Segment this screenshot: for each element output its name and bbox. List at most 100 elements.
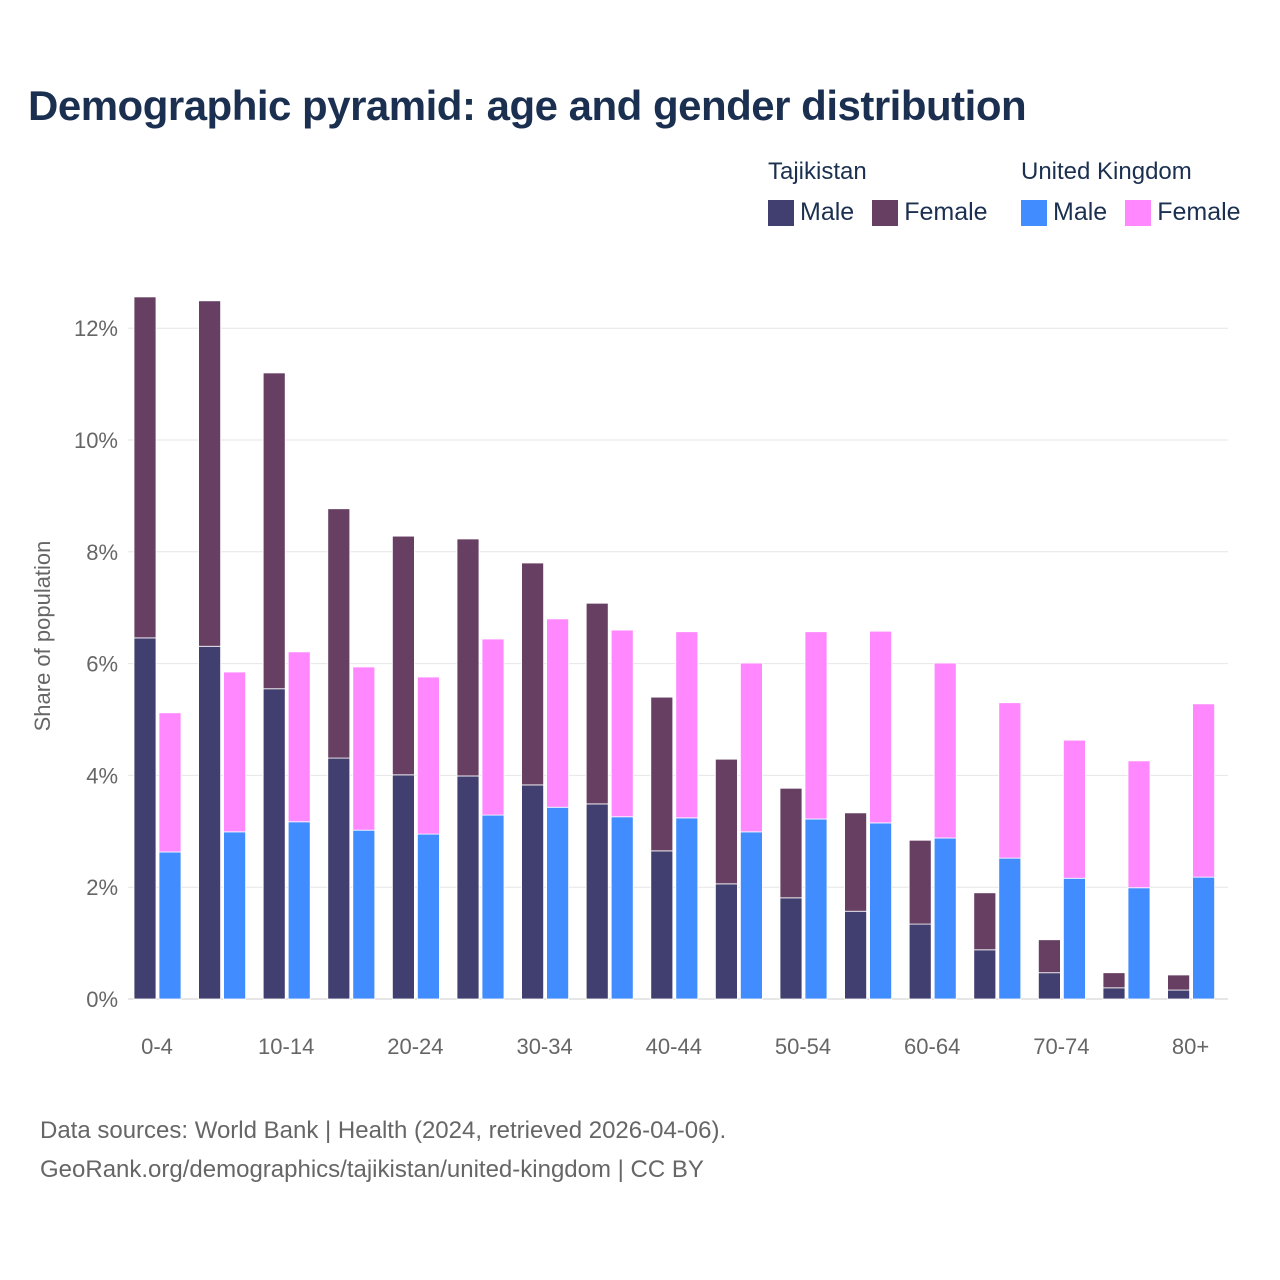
legend-swatch [1125,199,1152,226]
bar-tajikistan-female-55-59[interactable] [844,812,867,912]
bar-tajikistan-female-70-74[interactable] [1038,939,1061,974]
bar-tajikistan-female-75-79[interactable] [1102,972,1126,989]
bar-united-kingdom-female-25-29[interactable] [481,638,505,816]
bar-tajikistan-female-10-14[interactable] [262,372,286,690]
bar-united-kingdom-female-20-24[interactable] [416,676,440,835]
bar-united-kingdom-male-20-24[interactable] [416,833,440,1000]
legend-title: Tajikistan [768,158,867,185]
bar-tajikistan-male-15-19[interactable] [327,757,351,1000]
bar-united-kingdom-male-80+[interactable] [1192,876,1215,1000]
bar-united-kingdom-male-5-9[interactable] [223,831,247,1000]
y-tick-label: 2% [86,875,118,900]
legend-label: Male [800,198,855,226]
bar-tajikistan-male-55-59[interactable] [844,910,867,1000]
y-tick-label: 12% [74,316,118,341]
bar-tajikistan-female-60-64[interactable] [908,839,932,925]
bar-tajikistan-male-80+[interactable] [1167,989,1190,1000]
bar-tajikistan-female-25-29[interactable] [456,538,480,777]
bar-tajikistan-male-65-69[interactable] [973,949,997,1000]
bar-tajikistan-male-30-34[interactable] [521,784,544,1000]
bar-tajikistan-male-10-14[interactable] [262,688,286,1000]
footer-link[interactable]: GeoRank.org/demographics/tajikistan/unit… [40,1156,704,1183]
legend-item-tajikistan-male[interactable]: Male [768,198,854,227]
bar-united-kingdom-male-10-14[interactable] [287,821,311,1000]
legend-title: United Kingdom [1021,158,1192,185]
x-tick-label: 50-54 [775,1034,831,1059]
bar-tajikistan-male-20-24[interactable] [391,774,415,1000]
bar-tajikistan-male-50-54[interactable] [779,897,803,1000]
legend-united-kingdom: United Kingdom Male Female [1021,158,1241,227]
bar-tajikistan-female-15-19[interactable] [327,508,351,759]
legend-item-tajikistan-female[interactable]: Female [872,198,988,227]
x-tick-label: 10-14 [258,1034,314,1059]
bar-united-kingdom-male-70-74[interactable] [1063,877,1086,1000]
bar-tajikistan-female-20-24[interactable] [391,535,415,776]
bar-united-kingdom-male-40-44[interactable] [675,817,699,1000]
bar-united-kingdom-female-50-54[interactable] [804,631,828,820]
bar-tajikistan-male-40-44[interactable] [650,850,674,1000]
bar-united-kingdom-male-0-4[interactable] [158,851,182,1000]
legend-label: Male [1053,198,1108,226]
bar-united-kingdom-male-35-39[interactable] [610,816,634,1000]
bar-tajikistan-male-75-79[interactable] [1102,987,1126,1000]
bar-united-kingdom-female-70-74[interactable] [1063,739,1086,879]
bar-united-kingdom-male-75-79[interactable] [1127,887,1151,1000]
bar-united-kingdom-female-30-34[interactable] [546,618,569,808]
bar-tajikistan-male-0-4[interactable] [133,637,157,1000]
legend-item-uk-male[interactable]: Male [1021,198,1107,227]
bar-united-kingdom-female-80+[interactable] [1192,703,1215,878]
x-tick-label: 70-74 [1033,1034,1089,1059]
bar-tajikistan-female-5-9[interactable] [198,300,222,647]
y-tick-label: 10% [74,428,118,453]
legend-item-uk-female[interactable]: Female [1125,198,1241,227]
legend-label: Female [1157,198,1241,226]
bar-united-kingdom-female-60-64[interactable] [933,662,957,839]
y-tick-label: 4% [86,763,118,788]
bar-tajikistan-female-0-4[interactable] [133,296,157,639]
bar-united-kingdom-male-65-69[interactable] [998,857,1022,1000]
bar-united-kingdom-female-35-39[interactable] [610,629,634,818]
bar-tajikistan-female-35-39[interactable] [585,602,609,805]
legend-swatch [872,199,899,226]
legend-tajikistan: Tajikistan Male Female [768,158,988,227]
y-tick-label: 8% [86,540,118,565]
bar-united-kingdom-female-45-49[interactable] [740,662,763,833]
bar-tajikistan-female-40-44[interactable] [650,696,674,852]
bar-tajikistan-male-5-9[interactable] [198,645,222,1000]
x-tick-label: 30-34 [516,1034,572,1059]
bar-united-kingdom-female-40-44[interactable] [675,631,699,819]
y-axis-label: Share of population [30,541,55,732]
y-tick-label: 0% [86,987,118,1012]
bar-united-kingdom-female-5-9[interactable] [223,671,247,833]
bar-united-kingdom-female-15-19[interactable] [352,666,376,831]
bar-tajikistan-male-45-49[interactable] [715,883,738,1000]
bar-tajikistan-female-45-49[interactable] [715,758,738,885]
bar-united-kingdom-female-0-4[interactable] [158,712,182,853]
bar-tajikistan-female-30-34[interactable] [521,562,544,786]
x-tick-label: 0-4 [141,1034,173,1059]
bar-tajikistan-male-60-64[interactable] [908,923,932,1000]
bar-united-kingdom-female-10-14[interactable] [287,651,311,823]
bar-tajikistan-male-25-29[interactable] [456,775,480,1000]
bar-united-kingdom-male-15-19[interactable] [352,829,376,1000]
bar-tajikistan-female-50-54[interactable] [779,787,803,899]
bar-united-kingdom-female-75-79[interactable] [1127,760,1151,889]
bar-tajikistan-male-70-74[interactable] [1038,972,1061,1000]
footer-sources: Data sources: World Bank | Health (2024,… [40,1117,727,1144]
bar-united-kingdom-male-25-29[interactable] [481,814,505,1000]
bar-united-kingdom-female-55-59[interactable] [869,630,892,824]
bar-tajikistan-female-80+[interactable] [1167,974,1190,991]
bar-tajikistan-female-65-69[interactable] [973,892,997,951]
bar-united-kingdom-male-50-54[interactable] [804,818,828,1000]
chart-title: Demographic pyramid: age and gender dist… [28,82,1027,129]
x-tick-label: 60-64 [904,1034,960,1059]
bar-tajikistan-male-35-39[interactable] [585,803,609,1000]
bar-united-kingdom-male-45-49[interactable] [740,831,763,1000]
bar-united-kingdom-male-30-34[interactable] [546,806,569,1000]
bar-united-kingdom-female-65-69[interactable] [998,702,1022,859]
bar-united-kingdom-male-60-64[interactable] [933,837,957,1000]
legend-swatch [768,199,794,226]
bar-united-kingdom-male-55-59[interactable] [869,822,892,1000]
x-tick-label: 40-44 [646,1034,702,1059]
